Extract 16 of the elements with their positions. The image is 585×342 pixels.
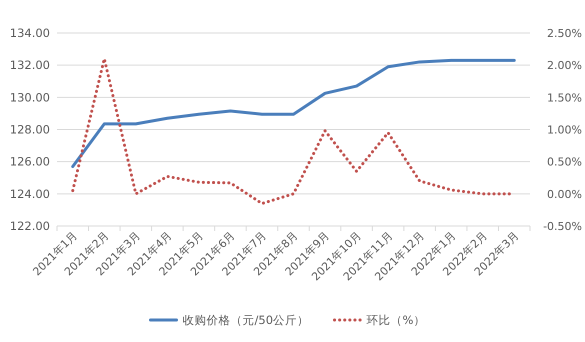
y-tick-label: 122.00: [10, 219, 50, 233]
y2-tick-label: 2.00%: [547, 59, 582, 72]
y2-tick-label: 0.00%: [547, 188, 582, 201]
y-tick-label: 124.00: [10, 186, 50, 201]
y-tick-label: 128.00: [10, 122, 50, 136]
y-tick-label: 126.00: [10, 154, 50, 169]
y2-tick-label: 1.50%: [547, 91, 582, 104]
y2-tick-label: -0.50%: [543, 220, 582, 233]
legend-label: 环比（%）: [366, 313, 426, 327]
y2-tick-label: 0.50%: [547, 156, 582, 169]
y-tick-label: 130.00: [10, 90, 50, 104]
y-tick-label: 134.00: [10, 26, 50, 40]
y-tick-label: 132.00: [10, 58, 50, 72]
y2-tick-label: 1.00%: [547, 124, 582, 136]
y2-tick-label: 2.50%: [547, 27, 582, 40]
legend-label: 收购价格（元/50公斤）: [182, 313, 310, 327]
